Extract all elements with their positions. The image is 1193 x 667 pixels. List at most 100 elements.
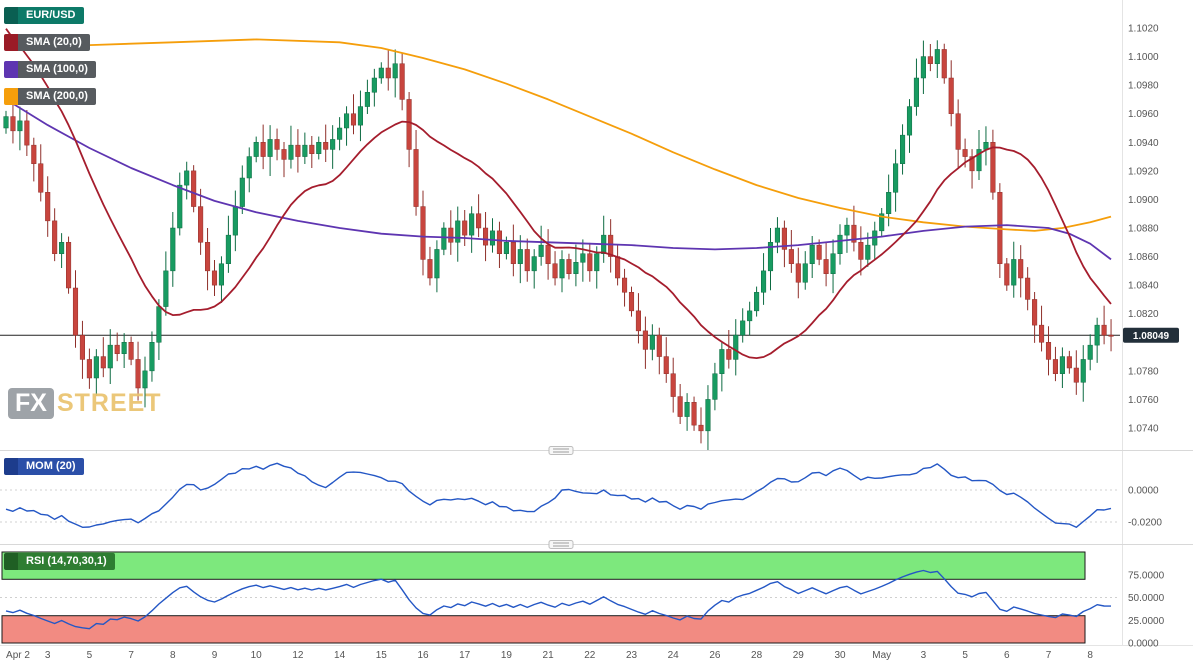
candle-body (1066, 356, 1072, 369)
candle-body (420, 206, 426, 260)
legend-mom[interactable]: MOM (20) (4, 458, 84, 475)
candle-body (663, 356, 669, 374)
legend-sma100-label: SMA (100,0) (18, 61, 96, 78)
candle-body (913, 77, 920, 107)
time-axis-label: 24 (668, 650, 680, 661)
candle-body (510, 242, 516, 264)
time-axis-label: 9 (212, 650, 218, 661)
candle-body (1025, 277, 1031, 300)
candle-body (489, 230, 496, 246)
candle-body (719, 349, 725, 374)
candle-body (31, 144, 37, 164)
momentum-line (5, 462, 1112, 528)
candle-body (191, 170, 197, 207)
candle-body (566, 259, 572, 274)
last-price-badge (1123, 327, 1179, 343)
candle-body (114, 344, 120, 354)
candle-body (1011, 259, 1017, 286)
candle-body (726, 349, 732, 360)
time-axis-label: 15 (376, 650, 388, 661)
panel-resize-handle[interactable] (548, 540, 574, 549)
time-axis-label: 10 (251, 650, 263, 661)
price-axis-label: 1.0900 (1128, 195, 1159, 206)
candle-body (496, 230, 502, 254)
time-axis-label: 14 (334, 650, 346, 661)
candle-body (962, 149, 968, 157)
candle-body (211, 270, 218, 286)
legend-sma200[interactable]: SMA (200,0) (4, 88, 96, 105)
candle-body (906, 106, 913, 136)
candle-body (830, 253, 836, 274)
candle-body (955, 113, 961, 150)
candle-body (17, 120, 23, 132)
candle-body (587, 253, 593, 272)
price-axis-label: 1.0840 (1128, 281, 1159, 292)
candle-body (385, 67, 391, 79)
candle-body (781, 227, 787, 250)
candle-body (656, 334, 662, 357)
candle-body (754, 292, 760, 312)
candle-body (816, 244, 822, 260)
price-axis-label: 1.0980 (1128, 81, 1159, 92)
candle-body (934, 49, 940, 64)
panel-resize-handle[interactable] (548, 446, 574, 455)
candle-body (205, 242, 211, 272)
candle-body (177, 184, 183, 229)
candle-body (1059, 356, 1065, 374)
candle-body (1094, 324, 1100, 346)
time-axis-label: 22 (584, 650, 596, 661)
time-axis-label: 7 (1046, 650, 1052, 661)
time-axis-label: 12 (292, 650, 304, 661)
candle-body (323, 142, 329, 150)
candle-body (156, 306, 162, 343)
candle-body (1004, 263, 1010, 286)
time-axis-label: 28 (751, 650, 763, 661)
time-axis-label: 7 (128, 650, 134, 661)
candle-body (93, 356, 99, 379)
candle-body (128, 342, 134, 360)
sma20-line (5, 28, 1112, 360)
time-axis-label: 3 (921, 650, 927, 661)
candle-body (649, 334, 655, 350)
candle-body (990, 142, 996, 193)
time-axis-label: 29 (793, 650, 805, 661)
candle-body (858, 242, 864, 260)
time-axis-label: 16 (417, 650, 429, 661)
candle-body (969, 156, 975, 172)
candle-body (38, 163, 44, 193)
candle-body (232, 206, 238, 236)
candle-body (350, 113, 357, 126)
legend-symbol[interactable]: EUR/USD (4, 7, 84, 24)
candle-body (198, 206, 204, 243)
rsi-axis-label: 75.0000 (1128, 570, 1165, 581)
candle-body (893, 163, 899, 193)
candle-body (594, 253, 600, 272)
candle-body (86, 359, 92, 379)
legend-rsi[interactable]: RSI (14,70,30,1) (4, 553, 115, 570)
candle-body (79, 334, 86, 360)
candle-body (309, 144, 315, 154)
candle-body (900, 134, 906, 164)
candle-body (434, 249, 440, 279)
candle-body (635, 310, 642, 332)
candle-body (941, 49, 947, 79)
candle-body (615, 256, 621, 279)
candle-body (455, 220, 461, 243)
mom-axis-label: -0.0200 (1128, 518, 1162, 529)
candle-body (538, 244, 544, 257)
candle-body (559, 259, 565, 279)
candle-body (747, 310, 753, 322)
rsi-axis-label: 0.0000 (1128, 639, 1159, 650)
candle-body (851, 224, 857, 243)
candle-body (795, 263, 801, 283)
legend-sma100[interactable]: SMA (100,0) (4, 61, 96, 78)
candle-body (552, 263, 558, 279)
legend-sma20[interactable]: SMA (20,0) (4, 34, 90, 51)
candle-body (691, 402, 697, 426)
candle-body (66, 242, 72, 289)
candle-body (246, 156, 252, 179)
candle-body (462, 220, 468, 236)
candle-body (260, 142, 266, 157)
